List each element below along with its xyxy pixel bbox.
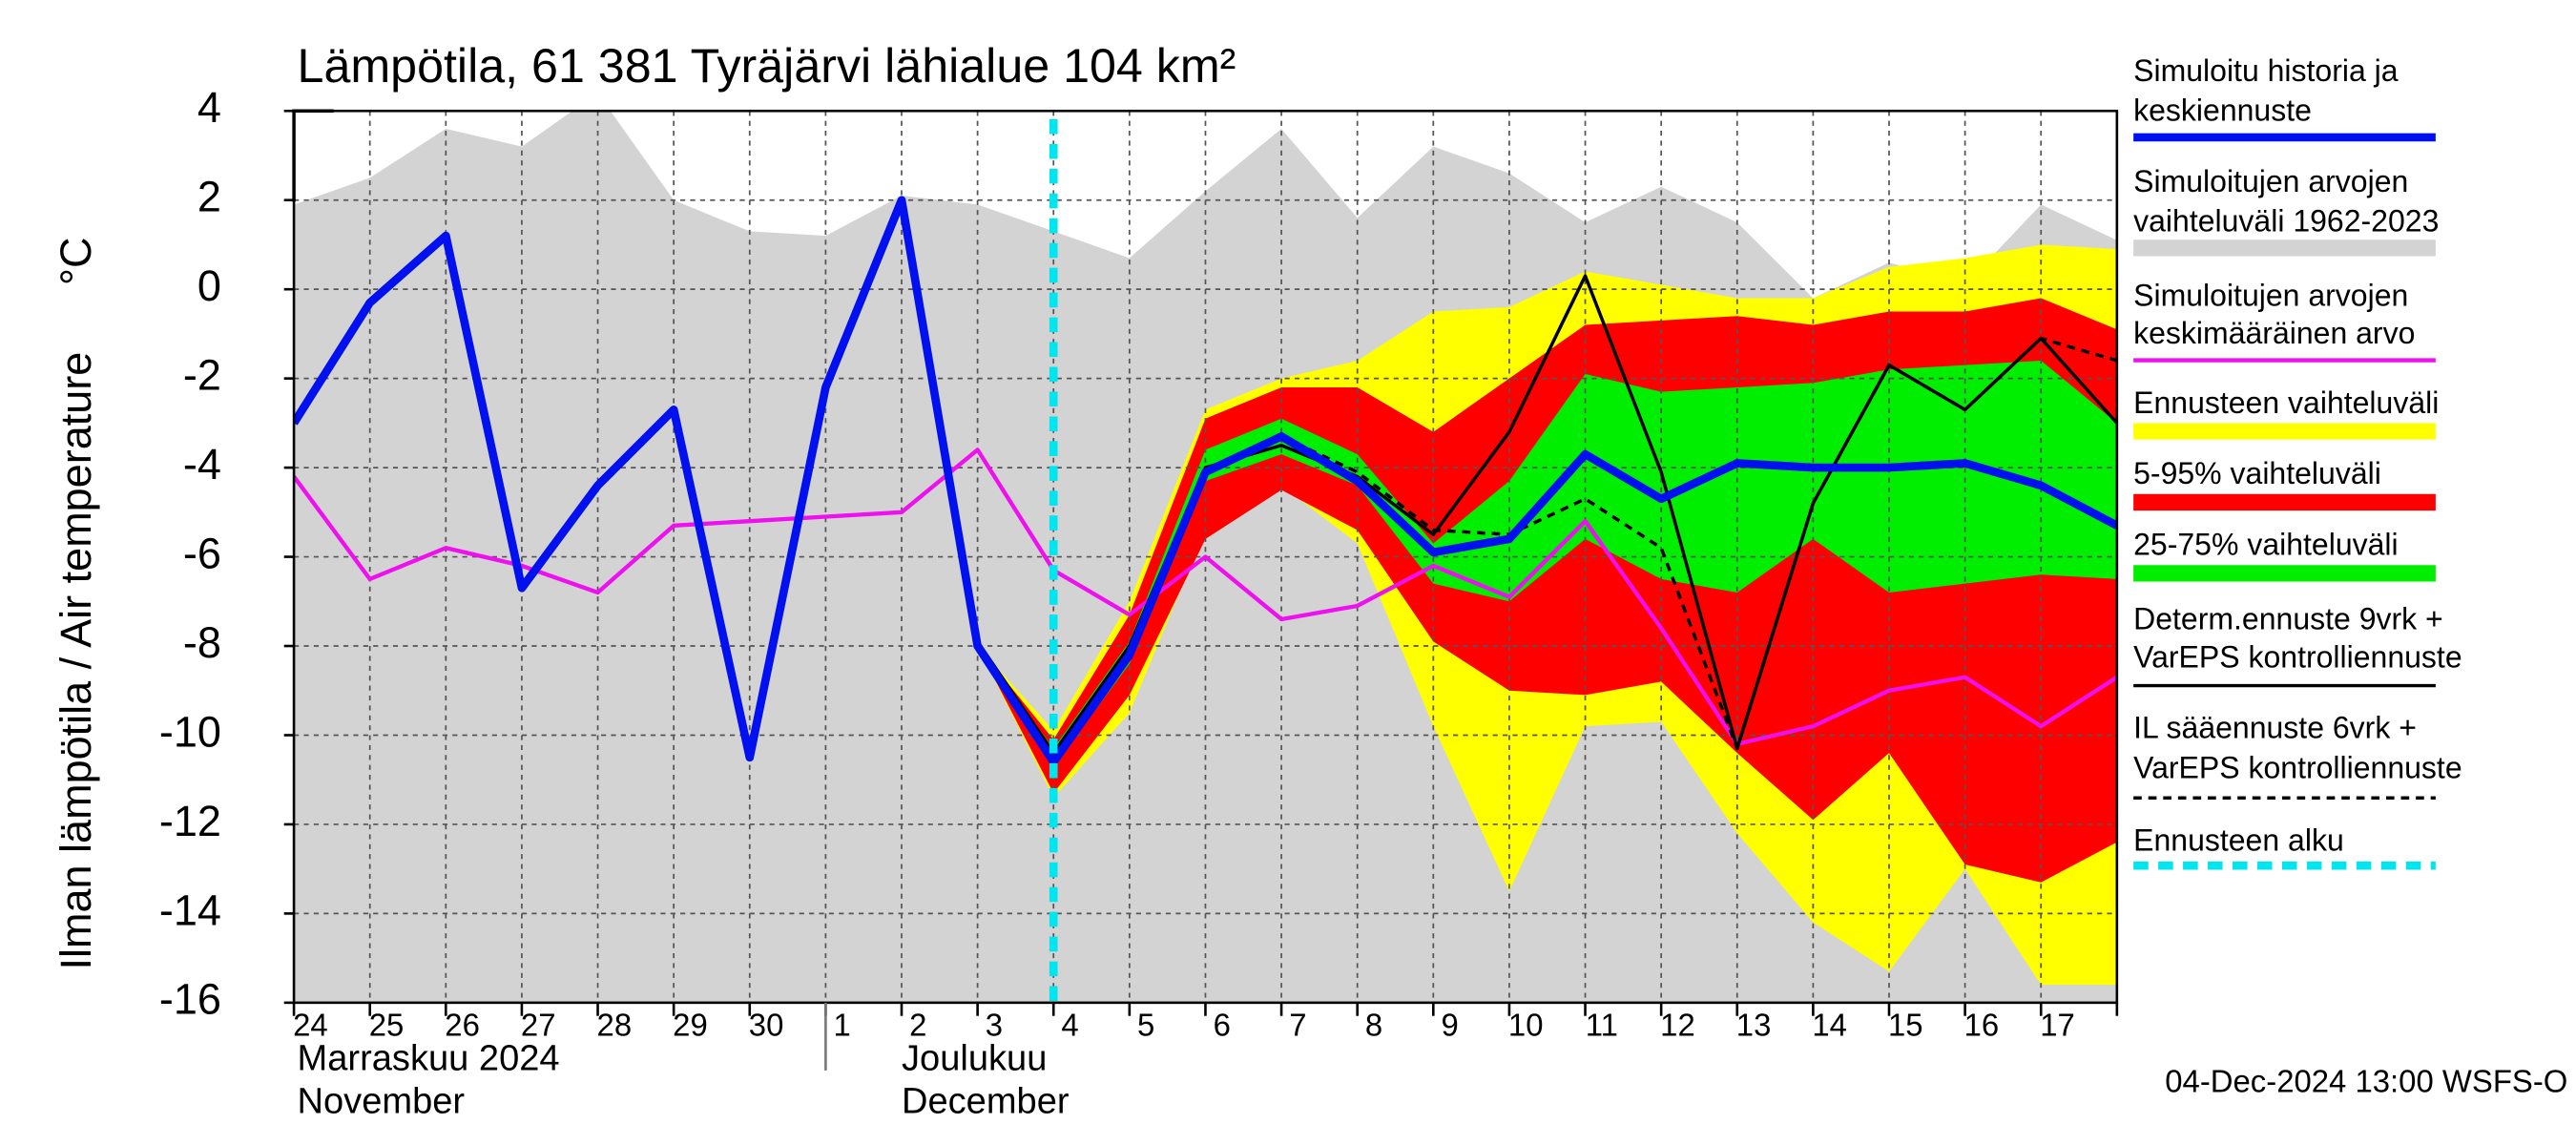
line: [294, 448, 2117, 746]
x-group-label: November: [298, 1082, 466, 1122]
y-tick-label: 0: [197, 261, 221, 310]
x-tick-label: 8: [1365, 1008, 1382, 1043]
y-tick-label: -16: [159, 975, 221, 1024]
legend-label: keskimääräinen arvo: [2133, 316, 2415, 350]
band: [977, 360, 2117, 767]
legend-label: IL sääennuste 6vrk +: [2133, 711, 2417, 745]
x-tick-label: 4: [1061, 1008, 1078, 1043]
chart-title: Lämpötila, 61 381 Tyräjärvi lähialue 104…: [298, 39, 1236, 93]
x-group-label: Marraskuu 2024: [298, 1039, 560, 1079]
x-tick-label: 9: [1441, 1008, 1458, 1043]
x-tick-label: 29: [673, 1008, 708, 1043]
y-tick-label: 4: [197, 83, 221, 132]
legend-label: 5-95% vaihteluväli: [2133, 456, 2381, 490]
y-axis-unit: °C: [52, 238, 100, 285]
x-tick-label: 2: [909, 1008, 926, 1043]
x-group-label: December: [902, 1082, 1070, 1122]
x-tick-label: 17: [2040, 1008, 2075, 1043]
x-tick-label: 15: [1888, 1008, 1923, 1043]
line: [294, 196, 2117, 766]
legend-label: vaihteluväli 1962-2023: [2133, 203, 2439, 238]
y-tick-label: -8: [183, 618, 221, 667]
x-tick-label: 1: [834, 1008, 851, 1043]
legend-label: VarEPS kontrolliennuste: [2133, 750, 2462, 784]
legend-label: Determ.ennuste 9vrk +: [2133, 602, 2443, 636]
x-tick-label: 16: [1964, 1008, 2000, 1043]
legend-label: Simuloitu historia ja: [2133, 53, 2399, 88]
y-axis-label: Ilman lämpötila / Air temperature: [52, 352, 100, 970]
legend-label: keskiennuste: [2133, 93, 2312, 127]
y-tick-label: -4: [183, 440, 221, 489]
x-tick-label: 30: [749, 1008, 784, 1043]
legend-label: Ennusteen vaihteluväli: [2133, 385, 2439, 420]
y-tick-label: 2: [197, 173, 221, 221]
x-tick-label: 13: [1736, 1008, 1772, 1043]
x-tick-label: 5: [1137, 1008, 1154, 1043]
x-group-label: Joulukuu: [902, 1039, 1047, 1079]
x-tick-label: 28: [597, 1008, 633, 1043]
legend-label: Ennusteen alku: [2133, 822, 2344, 857]
x-tick-label: 10: [1508, 1008, 1544, 1043]
plot-area: [294, 111, 2117, 1003]
y-tick-label: -6: [183, 529, 221, 577]
legend-label: VarEPS kontrolliennuste: [2133, 639, 2462, 674]
x-tick-label: 12: [1660, 1008, 1695, 1043]
legend-label: 25-75% vaihteluväli: [2133, 528, 2399, 562]
legend-label: Simuloitujen arvojen: [2133, 278, 2408, 312]
footer: 04-Dec-2024 13:00 WSFS-O: [2165, 1063, 2567, 1098]
x-tick-label: 24: [293, 1008, 328, 1043]
x-tick-label: 26: [445, 1008, 480, 1043]
y-tick-label: -10: [159, 707, 221, 756]
legend-label: Simuloitujen arvojen: [2133, 164, 2408, 198]
y-tick-label: -14: [159, 885, 221, 934]
y-tick-label: -2: [183, 351, 221, 400]
x-tick-label: 6: [1214, 1008, 1231, 1043]
x-tick-label: 11: [1586, 1008, 1618, 1043]
x-tick-label: 7: [1289, 1008, 1306, 1043]
y-tick-label: -12: [159, 797, 221, 845]
x-tick-label: 3: [986, 1008, 1003, 1043]
legend: Simuloitu historia ja keskiennuste Simuloi…: [2133, 53, 2462, 870]
x-tick-label: 14: [1812, 1008, 1847, 1043]
x-tick-label: 27: [521, 1008, 556, 1043]
x-tick-label: 25: [369, 1008, 405, 1043]
